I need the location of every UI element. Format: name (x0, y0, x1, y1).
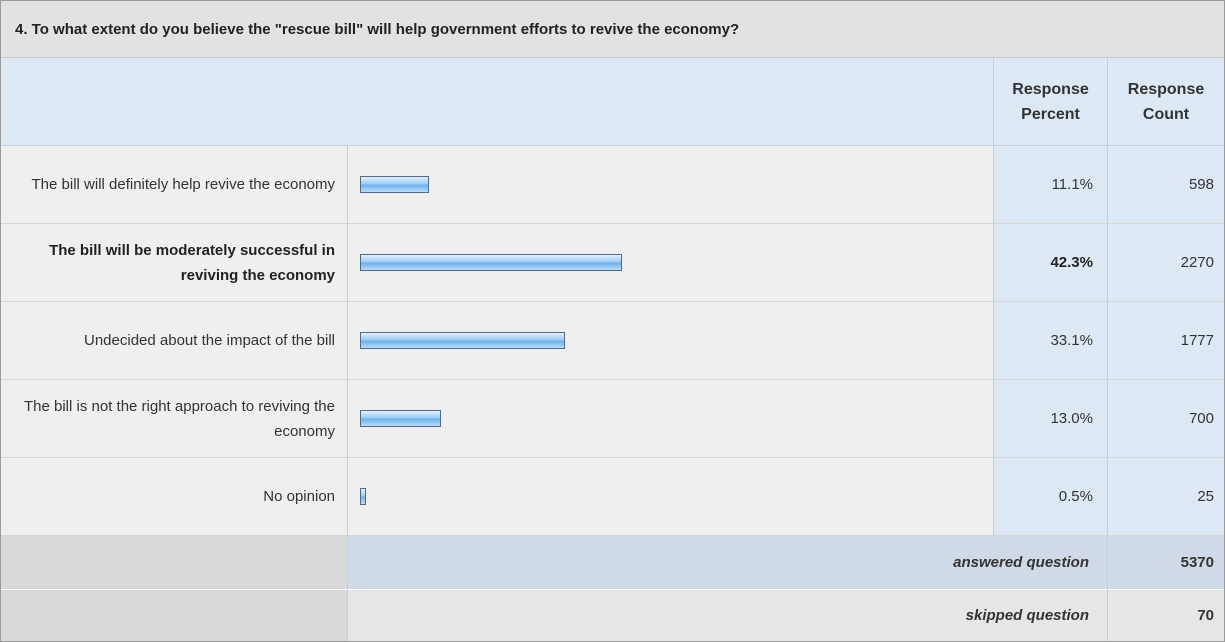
column-divider (1107, 58, 1108, 641)
question-title-bar: 4. To what extent do you believe the "re… (1, 1, 1224, 58)
answer-label: Undecided about the impact of the bill (84, 332, 335, 349)
answer-label: The bill will definitely help revive the… (31, 176, 335, 193)
table-row: The bill is not the right approach to re… (1, 380, 1224, 458)
answered-value: 5370 (1180, 554, 1214, 571)
bar-cell (348, 146, 993, 223)
skipped-label-cell: skipped question (348, 590, 1107, 641)
column-divider (347, 145, 348, 641)
answered-label: answered question (953, 554, 1089, 571)
count-cell: 598 (1108, 146, 1224, 223)
bar-cell (348, 380, 993, 457)
response-count-value: 598 (1188, 176, 1214, 193)
answer-label: The bill is not the right approach to re… (23, 397, 335, 440)
answered-value-cell: 5370 (1108, 536, 1224, 589)
answer-label: No opinion (263, 488, 335, 505)
count-cell: 25 (1108, 458, 1224, 535)
percent-cell: 42.3% (994, 224, 1107, 301)
skipped-value: 70 (1197, 607, 1214, 624)
percent-cell: 0.5% (994, 458, 1107, 535)
response-count-value: 2270 (1180, 254, 1214, 271)
table-row: No opinion 0.5% 25 (1, 458, 1224, 536)
question-title: 4. To what extent do you believe the "re… (15, 21, 740, 38)
answered-row: answered question 5370 (1, 536, 1224, 589)
table-row: The bill will definitely help revive the… (1, 146, 1224, 224)
answer-label-cell: Undecided about the impact of the bill (1, 302, 347, 379)
skipped-row: skipped question 70 (1, 590, 1224, 641)
percent-cell: 33.1% (994, 302, 1107, 379)
skipped-value-cell: 70 (1108, 590, 1224, 641)
response-count-value: 700 (1188, 410, 1214, 427)
answer-label-cell: The bill will definitely help revive the… (1, 146, 347, 223)
answer-label-cell: No opinion (1, 458, 347, 535)
response-bar (360, 254, 622, 271)
table-row: The bill will be moderately successful i… (1, 224, 1224, 302)
response-count-label: Response Count (1127, 80, 1205, 123)
response-bar (360, 332, 565, 349)
count-cell: 700 (1108, 380, 1224, 457)
skipped-label: skipped question (965, 607, 1089, 624)
table-row: Undecided about the impact of the bill 33… (1, 302, 1224, 380)
response-bar (360, 176, 429, 193)
answered-label-cell: answered question (348, 536, 1107, 589)
response-bar (360, 488, 366, 505)
response-percent-value: 33.1% (1050, 332, 1093, 349)
response-percent-value: 42.3% (1050, 254, 1093, 271)
count-cell: 1777 (1108, 302, 1224, 379)
response-count-value: 25 (1197, 488, 1214, 505)
count-cell: 2270 (1108, 224, 1224, 301)
response-percent-value: 11.1% (1051, 176, 1093, 193)
answer-label-cell: The bill will be moderately successful i… (1, 224, 347, 301)
bar-cell (348, 458, 993, 535)
response-percent-header: Response Percent (994, 58, 1107, 145)
percent-cell: 11.1% (994, 146, 1107, 223)
response-percent-value: 0.5% (1058, 488, 1093, 505)
response-percent-value: 13.0% (1050, 410, 1093, 427)
response-count-header: Response Count (1108, 58, 1224, 145)
answer-label: The bill will be moderately successful i… (49, 241, 335, 284)
percent-cell: 13.0% (994, 380, 1107, 457)
response-percent-label: Response Percent (1012, 80, 1089, 123)
bar-cell (348, 302, 993, 379)
column-divider (993, 58, 994, 536)
response-bar (360, 410, 441, 427)
skipped-row-spacer (1, 590, 347, 641)
bar-cell (348, 224, 993, 301)
response-count-value: 1777 (1180, 332, 1214, 349)
answered-row-spacer (1, 536, 347, 589)
table-header: Response Percent Response Count (1, 58, 1224, 146)
answer-label-cell: The bill is not the right approach to re… (1, 380, 347, 457)
